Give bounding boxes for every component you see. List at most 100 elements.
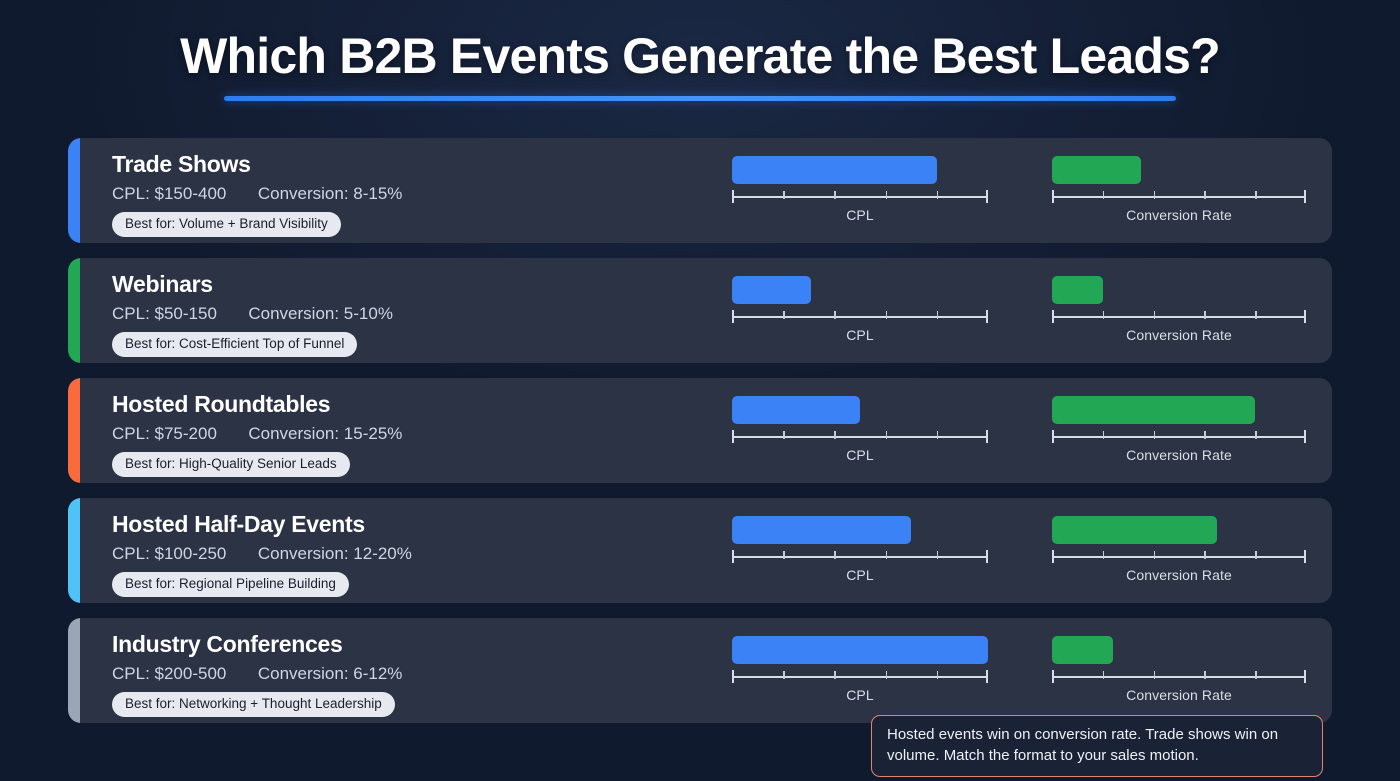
card-body: Webinars CPL: $50-150 Conversion: 5-10% … — [80, 258, 1332, 363]
axis-tick — [783, 311, 785, 319]
event-card[interactable]: Hosted Half-Day Events CPL: $100-250 Con… — [68, 498, 1332, 603]
conversion-gauge: Conversion Rate — [1052, 276, 1306, 348]
event-card[interactable]: Webinars CPL: $50-150 Conversion: 5-10% … — [68, 258, 1332, 363]
cpl-gauge: CPL — [732, 276, 988, 348]
event-conversion-text: Conversion: 15-25% — [248, 423, 403, 443]
axis-cap-end — [1304, 310, 1306, 323]
axis-tick — [885, 431, 888, 439]
conversion-bar — [1052, 156, 1141, 184]
axis-tick — [936, 431, 939, 439]
axis-cap-end — [986, 550, 988, 563]
axis-cap-start — [732, 190, 734, 203]
accent-bar — [68, 618, 80, 723]
best-for-pill: Best for: Regional Pipeline Building — [112, 571, 349, 598]
axis-cap-end — [1304, 190, 1306, 203]
axis-line — [1052, 676, 1306, 678]
axis — [1052, 310, 1306, 323]
axis-tick — [1153, 431, 1156, 439]
axis-line — [1052, 196, 1306, 198]
cpl-bar — [732, 276, 812, 304]
event-stats: CPL: $100-250 Conversion: 12-20% — [112, 543, 692, 565]
bar-track — [732, 516, 988, 544]
axis-tick — [936, 311, 939, 319]
best-for-pill: Best for: Networking + Thought Leadershi… — [112, 691, 395, 718]
cpl-bar — [732, 156, 937, 184]
axis-line — [1052, 556, 1306, 558]
axis-line — [732, 556, 988, 558]
bar-track — [1052, 396, 1306, 424]
axis-tick — [1255, 551, 1257, 559]
axis-label: CPL — [846, 447, 874, 463]
cpl-gauge: CPL — [732, 636, 988, 708]
bar-track — [732, 276, 988, 304]
axis-tick — [1153, 311, 1156, 319]
axis-cap-start — [1052, 430, 1054, 443]
axis-tick — [1102, 671, 1105, 679]
axis — [732, 310, 988, 323]
bar-track — [732, 156, 988, 184]
event-info: Industry Conferences CPL: $200-500 Conve… — [112, 630, 692, 718]
axis-line — [732, 316, 988, 318]
axis — [1052, 670, 1306, 683]
event-card[interactable]: Hosted Roundtables CPL: $75-200 Conversi… — [68, 378, 1332, 483]
axis-tick — [1255, 311, 1257, 319]
cpl-bar — [732, 516, 912, 544]
axis-label: CPL — [846, 327, 874, 343]
event-name: Hosted Half-Day Events — [112, 511, 365, 537]
event-card[interactable]: Industry Conferences CPL: $200-500 Conve… — [68, 618, 1332, 723]
bar-track — [732, 636, 988, 664]
axis-tick — [1255, 671, 1257, 679]
accent-bar — [68, 138, 80, 243]
axis-cap-end — [1304, 430, 1306, 443]
axis-tick — [1102, 311, 1105, 319]
axis-cap-start — [732, 550, 734, 563]
event-cpl-text: CPL: $200-500 — [112, 663, 227, 683]
axis-tick — [885, 191, 888, 199]
bar-track — [732, 396, 988, 424]
axis-cap-end — [986, 310, 988, 323]
axis-label: Conversion Rate — [1126, 687, 1232, 703]
axis-cap-start — [1052, 670, 1054, 683]
conversion-gauge: Conversion Rate — [1052, 156, 1306, 228]
axis-tick — [1204, 191, 1206, 199]
axis-tick — [783, 551, 785, 559]
axis — [1052, 430, 1306, 443]
event-info: Hosted Roundtables CPL: $75-200 Conversi… — [112, 390, 692, 478]
axis-tick — [1204, 431, 1206, 439]
axis — [732, 430, 988, 443]
event-stats: CPL: $200-500 Conversion: 6-12% — [112, 663, 692, 685]
page-title: Which B2B Events Generate the Best Leads… — [180, 28, 1221, 84]
event-stats: CPL: $150-400 Conversion: 8-15% — [112, 183, 692, 205]
axis-cap-end — [986, 430, 988, 443]
axis-tick — [1255, 431, 1257, 439]
bar-track — [1052, 516, 1306, 544]
cpl-gauge: CPL — [732, 516, 988, 588]
event-info: Webinars CPL: $50-150 Conversion: 5-10% … — [112, 270, 692, 358]
event-info: Trade Shows CPL: $150-400 Conversion: 8-… — [112, 150, 692, 238]
axis-label: Conversion Rate — [1126, 207, 1232, 223]
axis-tick — [834, 551, 836, 559]
conversion-bar — [1052, 636, 1113, 664]
event-conversion-text: Conversion: 8-15% — [257, 183, 403, 203]
event-cpl-text: CPL: $150-400 — [112, 183, 227, 203]
event-name: Trade Shows — [112, 151, 251, 177]
axis-tick — [1153, 191, 1156, 199]
axis-label: Conversion Rate — [1126, 447, 1232, 463]
event-cpl-text: CPL: $75-200 — [112, 423, 217, 443]
axis-tick — [885, 551, 888, 559]
event-info: Hosted Half-Day Events CPL: $100-250 Con… — [112, 510, 692, 598]
axis-cap-start — [1052, 550, 1054, 563]
event-conversion-text: Conversion: 12-20% — [257, 543, 412, 563]
bar-track — [1052, 276, 1306, 304]
axis-tick — [783, 431, 785, 439]
best-for-pill: Best for: Cost-Efficient Top of Funnel — [112, 331, 358, 358]
bar-track — [1052, 156, 1306, 184]
axis-cap-start — [732, 430, 734, 443]
axis-tick — [834, 431, 836, 439]
axis-tick — [1204, 551, 1206, 559]
accent-bar — [68, 498, 80, 603]
event-conversion-text: Conversion: 6-12% — [257, 663, 403, 683]
axis-cap-end — [1304, 670, 1306, 683]
axis-cap-start — [732, 670, 734, 683]
event-card[interactable]: Trade Shows CPL: $150-400 Conversion: 8-… — [68, 138, 1332, 243]
